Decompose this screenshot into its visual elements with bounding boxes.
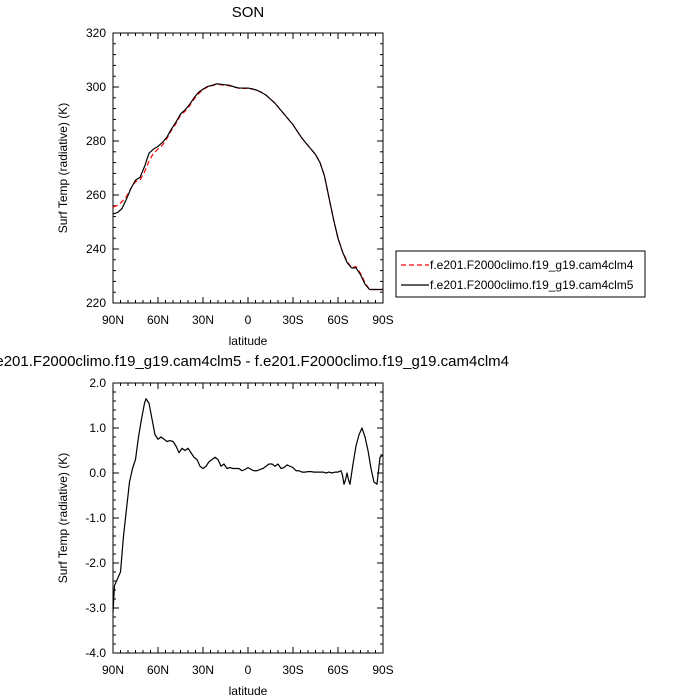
p2-y-tick-label: -4.0	[85, 646, 106, 660]
p2-x-tick-label: 30S	[282, 663, 303, 677]
p1-x-tick-label: 30N	[192, 313, 214, 327]
p1-y-tick-label: 220	[86, 296, 106, 310]
p1-x-tick-label: 30S	[282, 313, 303, 327]
p2-y-axis-label: Surf Temp (radiative) (K)	[56, 453, 70, 583]
p1-x-tick-label: 60N	[147, 313, 169, 327]
p2-y-tick-label: -2.0	[85, 556, 106, 570]
p2-x-tick-label: 60S	[327, 663, 348, 677]
p1-legend-box	[395, 250, 646, 298]
p1-title: SON	[232, 4, 265, 21]
p2-x-tick-label: 60N	[147, 663, 169, 677]
p1-y-tick-label: 300	[86, 80, 106, 94]
p1-x-axis-label: latitude	[229, 334, 268, 348]
p1-y-tick-label: 280	[86, 134, 106, 148]
p1-y-tick-label: 240	[86, 242, 106, 256]
p2-y-tick-label: 2.0	[89, 376, 106, 390]
p2-title: f.e201.F2000climo.f19_g19.cam4clm5 - f.e…	[0, 353, 509, 370]
p2-x-tick-label: 90S	[372, 663, 393, 677]
p2-series-line-1	[112, 398, 384, 613]
p2-y-tick-label: -1.0	[85, 511, 106, 525]
p1-x-tick-label: 90S	[372, 313, 393, 327]
p1-y-tick-label: 260	[86, 188, 106, 202]
p2-x-tick-label: 0	[245, 663, 252, 677]
p1-legend-label-1: f.e201.F2000climo.f19_g19.cam4clm4	[430, 258, 634, 272]
p1-x-tick-label: 90N	[102, 313, 124, 327]
p2-y-tick-label: 0.0	[89, 466, 106, 480]
p1-series-line-1	[112, 83, 383, 291]
p1-y-axis-label: Surf Temp (radiative) (K)	[56, 103, 70, 233]
p2-y-tick-label: -3.0	[85, 601, 106, 615]
p2-x-tick-label: 90N	[102, 663, 124, 677]
p1-y-tick-label: 320	[86, 26, 106, 40]
p2-x-axis-label: latitude	[229, 684, 268, 698]
p1-x-tick-label: 0	[245, 313, 252, 327]
p2-plot-frame	[112, 382, 384, 654]
p1-legend-label-2: f.e201.F2000climo.f19_g19.cam4clm5	[430, 278, 634, 292]
p1-plot-frame	[112, 32, 384, 304]
p2-y-tick-label: 1.0	[89, 421, 106, 435]
p1-series-line-2	[112, 83, 383, 291]
p2-x-tick-label: 30N	[192, 663, 214, 677]
p1-x-tick-label: 60S	[327, 313, 348, 327]
